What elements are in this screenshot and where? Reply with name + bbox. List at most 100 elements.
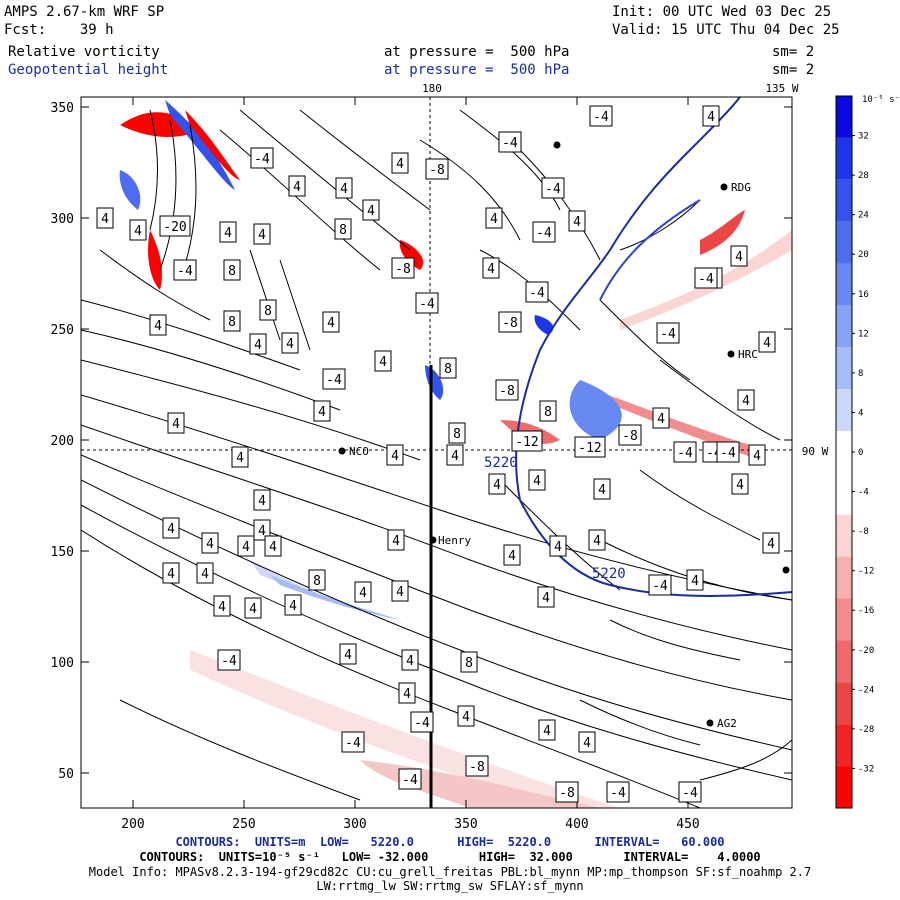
contour-label-box: 4 [249, 602, 257, 617]
station-dot [338, 447, 346, 455]
colorbar-tick-label: -20 [858, 646, 874, 656]
contour-label-box: -4 [593, 110, 609, 125]
contour-label-box: 4 [167, 522, 175, 537]
contour-label-box: -4 [419, 297, 435, 312]
contour-label-box: 4 [736, 478, 744, 493]
contour-label-box: 4 [201, 567, 209, 582]
contour-label-box: 4 [258, 228, 266, 243]
contour-label-box: 4 [583, 736, 591, 751]
contour-label-box: -4 [177, 264, 193, 279]
contour-label-box: 8 [444, 362, 452, 377]
contour-label-box: 4 [763, 336, 771, 351]
contour-label-box: 4 [289, 599, 297, 614]
contour-label-box: 4 [543, 724, 551, 739]
colorbar-tick-label: -12 [858, 567, 874, 577]
contour-label-box: 4 [218, 600, 226, 615]
contour-label-box: 4 [101, 212, 109, 227]
y-tick-label: 350 [51, 101, 74, 116]
pressure-level-2: at pressure = 500 hPa [384, 62, 570, 78]
colorbar-swatch [836, 179, 852, 222]
height-label: 5220 [592, 566, 626, 582]
vorticity-core-negative [185, 110, 240, 180]
vorticity-core-positive [119, 170, 141, 210]
contour-label-box: 4 [735, 250, 743, 265]
contour-label-box: -20 [163, 220, 186, 235]
contour-label-box: -4 [536, 226, 552, 241]
contour-label-box: 4 [598, 483, 606, 498]
contour-label-box: 4 [258, 494, 266, 509]
colorbar-swatch [836, 96, 852, 138]
plot-frame [80, 96, 793, 809]
colorbar: 32 28 24 20 16 12 8 4 0 -4 -8 -12 -16 -20 -24 -28 -32 [835, 95, 874, 809]
colorbar-tick-label: 4 [858, 408, 863, 418]
height-label: 5220 [484, 455, 518, 471]
map-field [81, 97, 792, 808]
vorticity-contours [81, 109, 792, 808]
colorbar-tick-label: -16 [858, 606, 874, 616]
contour-label-box: 4 [224, 226, 232, 241]
y-tick-label: 200 [51, 434, 74, 449]
contour-label-box: -4 [698, 272, 714, 287]
forecast-hour: Fcst: 39 h [4, 22, 114, 38]
station-label: RDG [731, 181, 751, 194]
contour-label-box: 4 [344, 648, 352, 663]
station-label: NCO [349, 445, 369, 458]
contour-label-box: -4 [682, 786, 698, 801]
contour-label-box: 4 [359, 586, 367, 601]
contour-label-box: 4 [406, 654, 414, 669]
colorbar-swatch [836, 598, 852, 641]
contour-label-box: 4 [379, 355, 387, 370]
contour-label-box: 8 [313, 574, 321, 589]
colorbar-swatch [836, 221, 852, 264]
colorbar-tick-label: 0 [858, 448, 863, 458]
contour-label-box: 4 [767, 537, 775, 552]
contour-label-box: 4 [236, 451, 244, 466]
contour-label-box: 8 [465, 656, 473, 671]
colorbar-tick-label: 12 [858, 329, 869, 339]
contour-label-box: 4 [206, 537, 214, 552]
valid-time: Valid: 15 UTC Thu 04 Dec 25 [612, 22, 840, 38]
contour-label-box: 4 [657, 412, 665, 427]
colorbar-swatch [836, 766, 852, 808]
colorbar-tick-label: 8 [858, 369, 863, 379]
contour-label-box: 4 [451, 449, 459, 464]
init-time: Init: 00 UTC Wed 03 Dec 25 [612, 4, 832, 20]
colorbar-tick-label: -4 [858, 488, 869, 498]
colorbar-swatch [836, 263, 852, 306]
contour-label-box: 4 [286, 337, 294, 352]
contour-label-box: 4 [269, 540, 277, 555]
colorbar-swatch [836, 682, 852, 725]
smoothing-1: sm= 2 [772, 44, 815, 60]
smoothing-2: sm= 2 [772, 62, 815, 78]
contour-label-box: -12 [578, 441, 601, 456]
contour-label-box: 8 [453, 427, 461, 442]
x-tick-label: 400 [565, 817, 588, 832]
pressure-level-1: at pressure = 500 hPa [384, 44, 570, 60]
contour-label-box: 4 [154, 319, 162, 334]
colorbar-tick-label: 20 [858, 250, 869, 260]
y-tick-label: 50 [58, 767, 74, 782]
x-tick-label: 350 [454, 817, 477, 832]
contour-label-box: 4 [367, 204, 375, 219]
contour-label-box: 4 [508, 549, 516, 564]
vorticity-band-negative [620, 230, 792, 330]
contour-label-box: 8 [339, 223, 347, 238]
lon-label-180: 180 [422, 82, 442, 95]
contour-label-box: 4 [593, 534, 601, 549]
contour-label-box: -4 [414, 716, 430, 731]
x-tick-label: 450 [676, 817, 699, 832]
colorbar-tick-label: -24 [858, 685, 874, 695]
contour-label-box: -4 [402, 773, 418, 788]
colorbar-tick-label: -32 [858, 764, 874, 774]
x-tick-label: 250 [232, 817, 255, 832]
colorbar-swatch [836, 431, 852, 473]
footer-vorticity-contours: CONTOURS: UNITS=10⁻⁵ s⁻¹ LOW= -32.000 HI… [139, 850, 761, 864]
contour-label-box: -4 [529, 286, 545, 301]
contour-label-box: -4 [221, 654, 237, 669]
contour-label-box: -8 [429, 163, 445, 178]
contour-label-box: 4 [542, 591, 550, 606]
contour-label-box: 4 [403, 687, 411, 702]
contour-label-box: 4 [490, 212, 498, 227]
contour-label-box: 8 [228, 264, 236, 279]
vorticity-core-negative [148, 230, 162, 290]
